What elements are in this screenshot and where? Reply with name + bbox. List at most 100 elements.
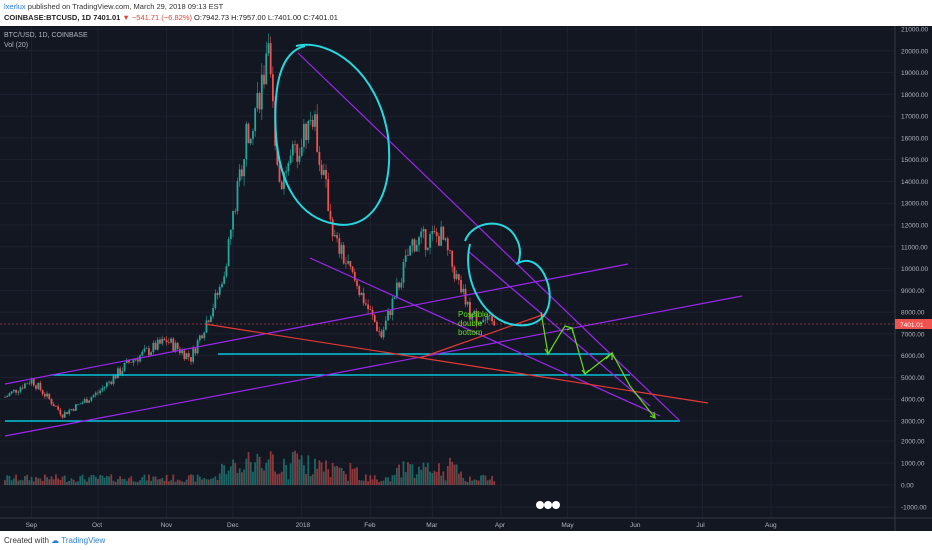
price-tick-label: 1000.00 [901,461,925,468]
lower-trend-line[interactable] [4,295,743,437]
volume-bar [117,479,119,485]
volume-bar [413,477,416,485]
candle-body [130,362,133,363]
candle-body [119,368,122,375]
event-icon[interactable] [536,501,544,509]
candle-body [203,332,206,339]
price-tick-label: 21000.00 [901,27,928,34]
peak-circle-annotation[interactable] [274,43,391,226]
volume-bar [360,480,363,485]
candle-body [212,308,215,317]
volume-bar [74,482,77,485]
arrow-head-4 [605,351,613,360]
volume-bar [59,480,62,485]
price-change: ▼ −541.71 (−6.82%) [120,13,192,22]
publication-header: lxerlux published on TradingView.com, Ma… [0,0,932,26]
volume-bar [130,476,133,485]
event-icon[interactable] [544,501,552,509]
candle-body [61,414,64,418]
candle-body [291,144,294,156]
volume-bar [15,474,17,485]
candle-body [329,211,332,220]
candle-body [482,319,485,323]
candle-body [347,261,350,264]
volume-bar [159,479,161,485]
red-short-line[interactable] [419,313,546,359]
volume-bar [110,474,113,485]
candle-body [174,342,177,351]
volume-bar [320,462,323,485]
candle-body [333,235,336,237]
volume-bar [234,462,237,485]
volume-bar [300,455,303,485]
volume-bar [207,479,210,485]
time-tick-label: Jun [630,522,641,529]
volume-bar [356,467,358,485]
event-icon[interactable] [552,501,560,509]
last-price: 7401.01 [93,13,121,22]
candle-body [473,310,476,314]
volume-bar [429,471,431,485]
candle-body [305,123,307,141]
candle-body [256,93,259,109]
event-icons[interactable] [536,501,560,509]
volume-bar [236,472,239,485]
volume-bar [340,467,343,485]
chart-panel[interactable]: Possible double bottom 21000.00 20000.00 1… [0,26,932,531]
candle-body [449,250,451,251]
volume-bar [294,450,296,485]
candle-body [35,385,37,389]
candle-body [81,402,84,404]
volume-bar [449,457,451,485]
candle-body [74,404,77,411]
march-circle-annotation[interactable] [464,222,521,265]
short-resistance-line[interactable] [467,250,651,407]
candle-body [455,274,458,279]
volume-bar [132,481,135,485]
volume-bar [70,478,73,485]
double-bottom-circle[interactable] [467,243,551,327]
candle-body [460,279,462,293]
candle-body [342,245,345,264]
candle-body [477,322,480,325]
volume-bar [119,476,122,485]
volume-bar [258,456,261,485]
volume-bar [97,478,99,485]
candle-body [265,53,268,85]
volume-bar [245,458,248,485]
volume-bar [196,474,199,485]
candle-body [103,386,106,388]
candle-body [407,255,409,257]
red-trend-line[interactable] [204,323,709,404]
volume-bar [101,475,104,485]
candle-body [154,342,157,350]
candle-body [236,181,239,212]
volume-bar [30,476,33,485]
tradingview-brand[interactable]: TradingView [61,536,106,545]
last-price-tag-text: 7401.01 [900,322,924,329]
volume-bar [444,480,447,485]
candle-body [435,231,438,237]
volume-bar [296,453,299,485]
descending-support-line[interactable] [309,257,661,417]
candle-body [161,338,164,344]
volume-bar [229,466,232,485]
price-tick-label: 7000.00 [901,331,925,338]
author-link[interactable]: lxerlux [4,2,26,11]
candle-body [433,230,436,232]
price-chart[interactable]: Possible double bottom 21000.00 20000.00 1… [0,26,932,531]
candle-body [356,280,358,286]
volume-bar [364,474,367,485]
candle-body [223,276,226,284]
descending-resistance-line[interactable] [297,52,681,422]
last-price-tag [895,319,932,329]
candle-body [320,164,323,175]
volume-bar [345,474,347,485]
candle-body [52,404,55,407]
candle-body [221,283,223,288]
volume-bar [176,479,179,485]
candle-body [429,234,431,248]
volume-bar [278,473,281,485]
volume-bar [387,477,389,485]
candle-body [68,410,71,414]
